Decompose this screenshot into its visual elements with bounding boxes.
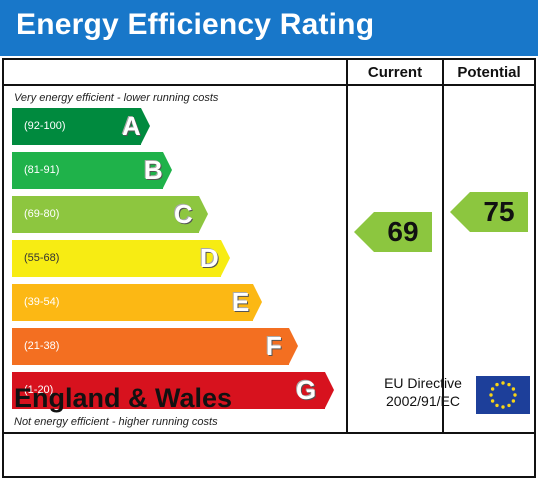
potential-rating-value: 75 xyxy=(470,192,528,232)
footer-divider xyxy=(4,432,534,434)
eu-flag-stars xyxy=(489,381,517,409)
eu-star-icon xyxy=(511,399,516,403)
band-range: (55-68) xyxy=(24,252,60,264)
band-d: (55-68) D xyxy=(12,240,230,277)
header-divider xyxy=(346,84,534,86)
column-divider-potential xyxy=(442,60,444,434)
eu-star-icon xyxy=(507,382,511,387)
band-bar xyxy=(12,240,221,277)
eu-star-icon xyxy=(490,399,495,403)
band-letter: C xyxy=(174,199,193,229)
band-tip xyxy=(325,372,334,408)
eu-flag-icon xyxy=(476,376,530,414)
band-f: (21-38) F xyxy=(12,328,298,365)
band-letter: D xyxy=(200,243,219,273)
band-tip xyxy=(141,108,150,144)
header-divider-left xyxy=(4,84,346,86)
band-letter: A xyxy=(122,111,141,141)
eu-star-icon xyxy=(490,387,495,391)
eu-star-icon xyxy=(511,387,516,391)
band-tip xyxy=(199,196,208,232)
eu-star-icon xyxy=(495,382,499,387)
band-tip xyxy=(253,284,262,320)
band-letter: E xyxy=(232,287,250,317)
header-bar: Energy Efficiency Rating xyxy=(0,0,538,56)
directive-line-2: 2002/91/EC xyxy=(386,393,460,409)
column-header-current: Current xyxy=(367,64,423,81)
directive-line-1: EU Directive xyxy=(384,375,462,391)
page-title: Energy Efficiency Rating xyxy=(16,8,375,41)
current-rating-value: 69 xyxy=(374,212,432,252)
note-inefficient: Not energy efficient - higher running co… xyxy=(14,416,218,428)
note-efficient: Very energy efficient - lower running co… xyxy=(14,92,219,104)
country-label: England & Wales xyxy=(14,383,233,413)
band-bar xyxy=(12,328,289,365)
directive-label: EU Directive 2002/91/EC xyxy=(372,374,474,410)
rating-chart: Current Potential Very energy efficient … xyxy=(2,58,536,478)
band-range: (1-20) xyxy=(24,384,54,396)
band-c: (69-80) C xyxy=(12,196,208,233)
band-letter: F xyxy=(266,331,282,361)
current-rating-arrow-tip xyxy=(354,212,374,252)
band-range: (39-54) xyxy=(24,296,60,308)
band-tip xyxy=(289,328,298,364)
band-range: (69-80) xyxy=(24,208,60,220)
band-range: (92-100) xyxy=(24,120,66,132)
band-bar xyxy=(12,372,325,409)
eu-star-icon xyxy=(495,403,499,408)
eu-star-icon xyxy=(489,393,493,397)
band-letter: B xyxy=(144,155,163,185)
band-a: (92-100) A xyxy=(12,108,150,145)
eu-star-icon xyxy=(501,381,505,385)
eu-star-icon xyxy=(507,403,511,408)
band-bar xyxy=(12,108,141,145)
band-g: (1-20) G xyxy=(12,372,334,409)
band-tip xyxy=(221,240,230,276)
band-e: (39-54) E xyxy=(12,284,262,321)
band-b: (81-91) B xyxy=(12,152,172,189)
eu-star-icon xyxy=(513,393,517,397)
band-tip xyxy=(163,152,172,188)
band-range: (21-38) xyxy=(24,340,60,352)
band-range: (81-91) xyxy=(24,164,60,176)
column-header-potential: Potential xyxy=(457,64,521,81)
band-bar xyxy=(12,284,253,321)
band-bar xyxy=(12,152,163,189)
band-bar xyxy=(12,196,199,233)
eu-star-icon xyxy=(501,405,505,409)
band-letter: G xyxy=(296,375,317,405)
column-divider-current xyxy=(346,60,348,434)
potential-rating-arrow-tip xyxy=(450,192,470,232)
